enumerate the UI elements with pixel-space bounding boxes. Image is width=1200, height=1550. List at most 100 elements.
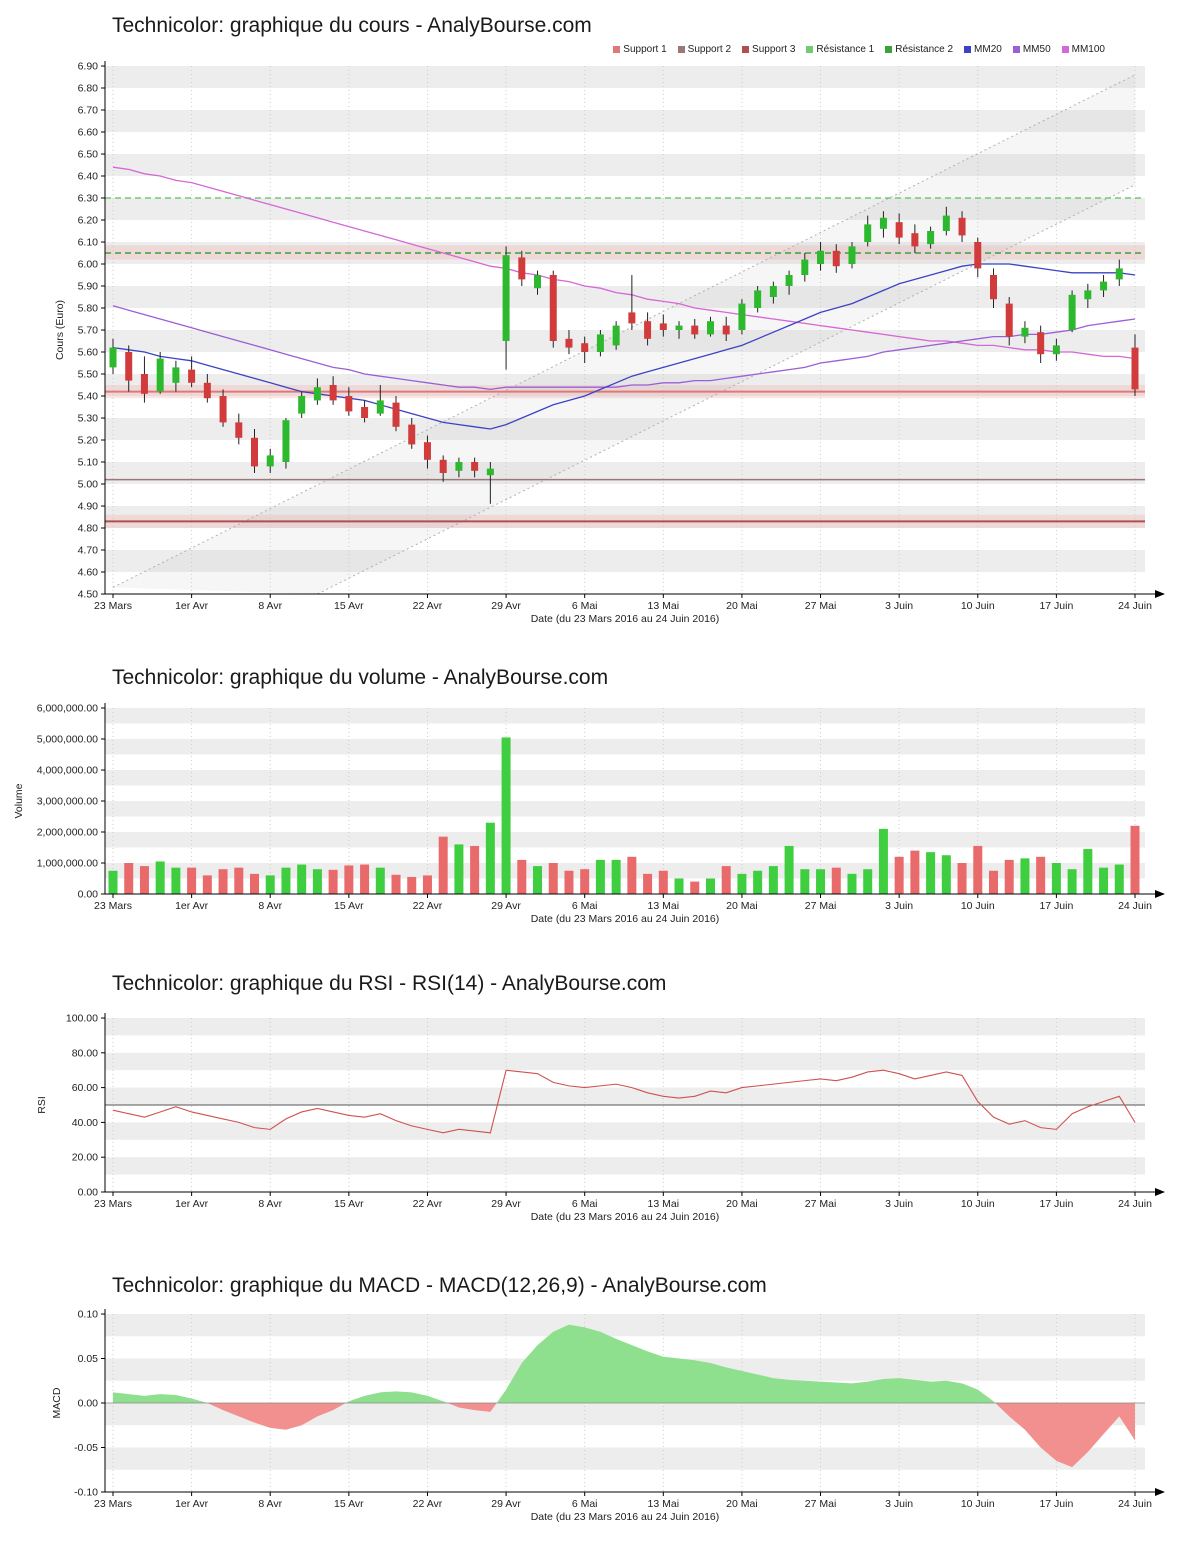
vertical-gridlines <box>112 1018 1136 1192</box>
svg-text:3 Juin: 3 Juin <box>885 600 913 612</box>
mm50-line <box>112 305 1136 391</box>
svg-text:6 Mai: 6 Mai <box>572 1198 598 1210</box>
legend-swatch-icon <box>1061 45 1069 53</box>
svg-text:3 Juin: 3 Juin <box>885 1198 913 1210</box>
svg-text:1er Avr: 1er Avr <box>175 900 209 912</box>
svg-text:Cours (Euro): Cours (Euro) <box>54 300 66 360</box>
axes: 6.90 6.80 6.70 6.60 6.50 6.40 6.30 6.20 6.10 6.00… <box>54 61 1165 625</box>
svg-text:29 Avr: 29 Avr <box>491 600 521 612</box>
svg-text:5.20: 5.20 <box>78 435 99 447</box>
svg-text:4.60: 4.60 <box>78 567 99 579</box>
svg-text:6.40: 6.40 <box>78 171 99 183</box>
svg-text:24 Juin: 24 Juin <box>1118 600 1152 612</box>
legend-label: Support 2 <box>687 43 732 55</box>
svg-text:13 Mai: 13 Mai <box>648 900 680 912</box>
svg-text:6.60: 6.60 <box>78 127 99 139</box>
svg-text:4.80: 4.80 <box>78 523 99 535</box>
price-chart-legend: Support 1 Support 2 Support 3 Résistance 1 R… <box>0 42 1200 56</box>
svg-text:15 Avr: 15 Avr <box>334 1198 364 1210</box>
legend-label: Support 3 <box>752 43 796 55</box>
svg-text:5.10: 5.10 <box>78 457 99 469</box>
svg-text:22 Avr: 22 Avr <box>413 1198 443 1210</box>
svg-text:27 Mai: 27 Mai <box>805 600 837 612</box>
svg-text:20.00: 20.00 <box>72 1152 98 1164</box>
svg-text:3 Juin: 3 Juin <box>885 1498 913 1510</box>
svg-text:0.00: 0.00 <box>78 1187 99 1199</box>
svg-text:4,000,000.00: 4,000,000.00 <box>37 765 98 777</box>
svg-text:6 Mai: 6 Mai <box>572 1498 598 1510</box>
svg-text:10 Juin: 10 Juin <box>961 600 995 612</box>
svg-text:15 Avr: 15 Avr <box>334 600 364 612</box>
svg-text:24 Juin: 24 Juin <box>1118 1198 1152 1210</box>
svg-text:20 Mai: 20 Mai <box>726 900 758 912</box>
candles <box>109 206 1139 504</box>
svg-text:8 Avr: 8 Avr <box>258 900 282 912</box>
price-chart-title: Technicolor: graphique du cours - AnalyB… <box>112 14 592 37</box>
svg-text:24 Juin: 24 Juin <box>1118 1498 1152 1510</box>
svg-text:5.60: 5.60 <box>78 347 99 359</box>
svg-text:100.00: 100.00 <box>66 1013 98 1025</box>
background-stripes <box>105 1314 1145 1470</box>
svg-text:6.20: 6.20 <box>78 215 99 227</box>
mm100-line <box>112 166 1136 360</box>
svg-text:0.10: 0.10 <box>78 1309 99 1321</box>
svg-text:0.05: 0.05 <box>78 1353 99 1365</box>
legend-item: MM100 <box>1061 44 1105 55</box>
svg-text:22 Avr: 22 Avr <box>413 600 443 612</box>
svg-text:2,000,000.00: 2,000,000.00 <box>37 827 98 839</box>
svg-text:6.80: 6.80 <box>78 83 99 95</box>
svg-text:8 Avr: 8 Avr <box>258 600 282 612</box>
svg-text:Date (du 23 Mars 2016 au 24 Ju: Date (du 23 Mars 2016 au 24 Juin 2016) <box>531 1211 720 1223</box>
svg-text:13 Mai: 13 Mai <box>648 1498 680 1510</box>
volume-bars <box>108 737 1140 894</box>
rsi-chart-title: Technicolor: graphique du RSI - RSI(14) … <box>112 972 667 995</box>
svg-text:27 Mai: 27 Mai <box>805 900 837 912</box>
legend-swatch-icon <box>806 45 814 53</box>
svg-text:6.10: 6.10 <box>78 237 99 249</box>
svg-text:22 Avr: 22 Avr <box>413 1498 443 1510</box>
background-stripes <box>105 66 1145 572</box>
svg-text:5.50: 5.50 <box>78 369 99 381</box>
svg-text:Date (du 23 Mars 2016 au 24 Ju: Date (du 23 Mars 2016 au 24 Juin 2016) <box>531 1511 720 1523</box>
svg-text:5.70: 5.70 <box>78 325 99 337</box>
svg-text:27 Mai: 27 Mai <box>805 1498 837 1510</box>
svg-text:17 Juin: 17 Juin <box>1039 600 1073 612</box>
svg-text:0.00: 0.00 <box>78 889 99 901</box>
svg-text:8 Avr: 8 Avr <box>258 1198 282 1210</box>
legend-swatch-icon <box>964 45 972 53</box>
support-resistance-lines <box>105 197 1145 523</box>
macd-area-positive <box>113 1324 1135 1403</box>
svg-text:5.90: 5.90 <box>78 281 99 293</box>
svg-text:3 Juin: 3 Juin <box>885 900 913 912</box>
svg-text:1er Avr: 1er Avr <box>175 600 209 612</box>
svg-text:23 Mars: 23 Mars <box>94 1498 132 1510</box>
legend-swatch-icon <box>1012 45 1020 53</box>
svg-text:1er Avr: 1er Avr <box>175 1498 209 1510</box>
svg-text:6.00: 6.00 <box>78 259 99 271</box>
legend-label: Résistance 1 <box>816 43 875 55</box>
svg-text:Date (du 23 Mars 2016 au 24 Ju: Date (du 23 Mars 2016 au 24 Juin 2016) <box>531 913 720 925</box>
svg-text:23 Mars: 23 Mars <box>94 1198 132 1210</box>
legend-label: Support 1 <box>623 43 667 55</box>
svg-text:22 Avr: 22 Avr <box>413 900 443 912</box>
svg-text:5.00: 5.00 <box>78 479 99 491</box>
svg-text:8 Avr: 8 Avr <box>258 1498 282 1510</box>
svg-text:23 Mars: 23 Mars <box>94 600 132 612</box>
svg-text:10 Juin: 10 Juin <box>961 1498 995 1510</box>
svg-text:29 Avr: 29 Avr <box>491 900 521 912</box>
svg-text:17 Juin: 17 Juin <box>1039 1198 1073 1210</box>
legend-swatch-icon <box>885 45 893 53</box>
legend-swatch-icon <box>613 45 621 53</box>
svg-text:13 Mai: 13 Mai <box>648 1198 680 1210</box>
price-chart-plot: 6.90 6.80 6.70 6.60 6.50 6.40 6.30 6.20 6.10 6.00… <box>54 61 1165 625</box>
background-stripes <box>105 708 1145 879</box>
svg-text:5,000,000.00: 5,000,000.00 <box>37 734 98 746</box>
svg-text:-0.10: -0.10 <box>74 1487 98 1499</box>
rsi-line <box>112 1069 1136 1134</box>
svg-text:17 Juin: 17 Juin <box>1039 900 1073 912</box>
axes: 6,000,000.00 5,000,000.00 4,000,000.00 3,00… <box>13 703 1165 925</box>
svg-text:80.00: 80.00 <box>72 1047 98 1059</box>
svg-text:MACD: MACD <box>51 1387 63 1418</box>
